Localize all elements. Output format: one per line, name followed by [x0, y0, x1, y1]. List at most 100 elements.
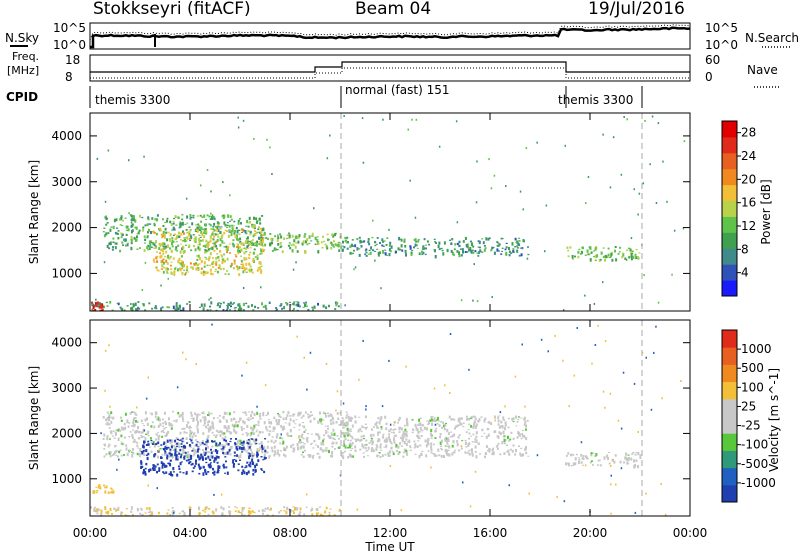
- heatmap-cell: [103, 484, 105, 487]
- heatmap-cell: [202, 270, 205, 274]
- heatmap-cell: [202, 457, 204, 461]
- heatmap-cell: [233, 425, 236, 428]
- heatmap-cell: [121, 233, 124, 236]
- heatmap-cell: [120, 512, 123, 516]
- heatmap-cell: [524, 447, 527, 451]
- heatmap-cell: [210, 228, 213, 230]
- heatmap-cell: [268, 455, 271, 457]
- heatmap-cell: [464, 442, 467, 445]
- heatmap-cell: [253, 216, 255, 220]
- heatmap-cell: [360, 245, 363, 248]
- heatmap-cell: [221, 512, 224, 516]
- heatmap-cell: [367, 238, 370, 241]
- heatmap-cell: [246, 424, 249, 428]
- heatmap-cell: [157, 511, 160, 515]
- heatmap-cell: [120, 236, 123, 239]
- heatmap-cell: [344, 424, 347, 427]
- heatmap-cell: [402, 431, 405, 435]
- heatmap-cell: [237, 116, 239, 119]
- heatmap-cell: [306, 388, 308, 391]
- heatmap-cell: [148, 240, 151, 243]
- heatmap-cell: [258, 432, 261, 434]
- heatmap-cell: [508, 246, 510, 251]
- heatmap-cell: [476, 300, 479, 303]
- heatmap-cell: [405, 431, 408, 433]
- heatmap-cell: [266, 138, 268, 141]
- heatmap-cell: [474, 425, 477, 429]
- heatmap-cell: [405, 453, 408, 455]
- heatmap-cell: [152, 467, 154, 470]
- heatmap-cell: [240, 426, 243, 429]
- heatmap-cell: [261, 444, 263, 448]
- heatmap-cell: [236, 237, 238, 241]
- heatmap-cell: [304, 411, 307, 414]
- heatmap-cell: [581, 246, 584, 249]
- heatmap-cell: [191, 438, 193, 441]
- heatmap-cell: [243, 257, 246, 261]
- heatmap-cell: [257, 459, 260, 463]
- heatmap-cell: [179, 471, 182, 473]
- heatmap-cell: [448, 415, 451, 419]
- heatmap-cell: [160, 461, 163, 465]
- heatmap-cell: [219, 415, 221, 417]
- heatmap-cell: [216, 247, 218, 250]
- heatmap-cell: [216, 229, 219, 232]
- heatmap-cell: [175, 302, 178, 305]
- heatmap-cell: [215, 309, 218, 311]
- heatmap-cell: [207, 248, 210, 251]
- heatmap-cell: [223, 425, 226, 429]
- heatmap-cell: [508, 254, 511, 257]
- heatmap-cell: [475, 441, 478, 443]
- heatmap-cell: [108, 438, 111, 440]
- heatmap-cell: [170, 445, 173, 449]
- heatmap-cell: [240, 242, 243, 246]
- heatmap-cell: [138, 229, 141, 232]
- heatmap-cell: [639, 454, 642, 457]
- heatmap-cell: [271, 237, 274, 241]
- heatmap-cell: [277, 243, 280, 246]
- heatmap-cell: [383, 240, 386, 242]
- heatmap-cell: [633, 382, 636, 385]
- heatmap-cell: [239, 249, 241, 253]
- heatmap-cell: [175, 238, 177, 241]
- colorbar-swatch: [722, 364, 737, 383]
- heatmap-cell: [234, 423, 237, 427]
- heatmap-cell: [205, 440, 207, 443]
- heatmap-cell: [414, 445, 417, 448]
- heatmap-cell: [317, 242, 320, 245]
- heatmap-cell: [112, 237, 115, 240]
- heatmap-cell: [479, 246, 481, 249]
- heatmap-cell: [182, 230, 184, 233]
- heatmap-cell: [246, 237, 248, 240]
- heatmap-cell: [258, 449, 261, 452]
- heatmap-cell: [400, 238, 403, 242]
- heatmap-cell: [219, 230, 222, 234]
- heatmap-cell: [344, 432, 347, 435]
- heatmap-cell: [504, 423, 507, 427]
- heatmap-cell: [253, 424, 256, 429]
- heatmap-cell: [637, 431, 639, 433]
- heatmap-cell: [153, 247, 156, 249]
- heatmap-cell: [377, 416, 380, 420]
- heatmap-cell: [205, 229, 208, 233]
- heatmap-cell: [280, 433, 282, 436]
- heatmap-cell: [401, 249, 404, 252]
- heatmap-cell: [156, 269, 159, 272]
- heatmap-cell: [404, 249, 407, 254]
- heatmap-cell: [388, 454, 391, 457]
- heatmap-cell: [223, 253, 225, 256]
- heatmap-cell: [165, 259, 168, 263]
- heatmap-cell: [155, 267, 158, 270]
- heatmap-cell: [198, 249, 201, 251]
- heatmap-cell: [212, 417, 215, 420]
- heatmap-cell: [174, 453, 177, 457]
- heatmap-cell: [317, 452, 320, 455]
- heatmap-cell: [397, 418, 400, 422]
- heatmap-cell: [286, 238, 289, 240]
- heatmap-cell: [251, 510, 254, 513]
- heatmap-cell: [211, 440, 213, 442]
- heatmap-cell: [312, 308, 314, 311]
- heatmap-cell: [113, 507, 116, 510]
- heatmap-cell: [251, 451, 253, 453]
- heatmap-cell: [242, 287, 245, 289]
